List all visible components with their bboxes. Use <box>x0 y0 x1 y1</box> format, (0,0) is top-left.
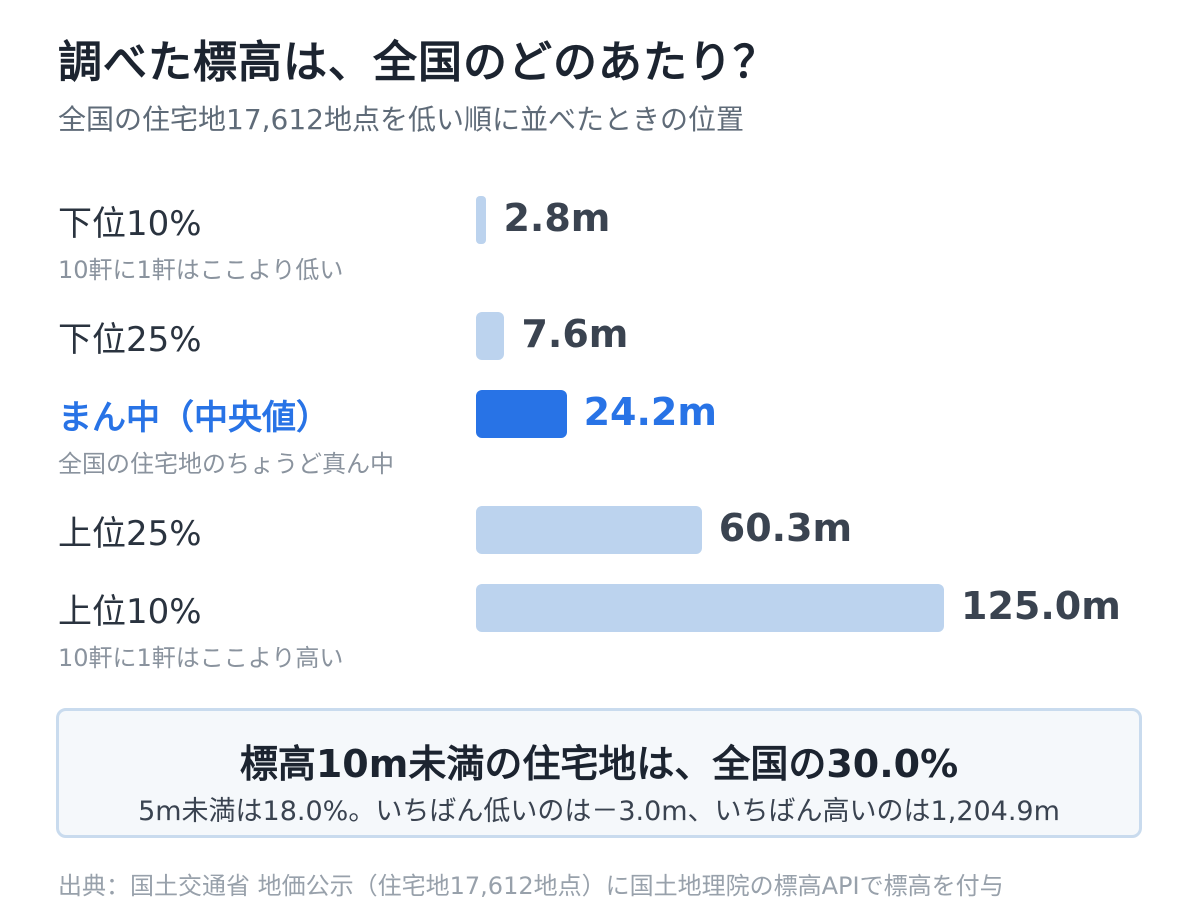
row-label: 上位10% <box>58 592 202 632</box>
bar-value-label: 125.0m <box>961 584 1121 628</box>
bar-value-label: 60.3m <box>718 506 853 550</box>
row-note: 全国の住宅地のちょうど真ん中 <box>58 450 394 478</box>
row-note: 10軒に1軒はここより高い <box>58 644 344 672</box>
row-label: 上位25% <box>58 514 202 554</box>
row-label: まん中（中央値） <box>58 398 330 438</box>
chart-title: 調べた標高は、全国のどのあたり？ <box>58 37 778 88</box>
bar <box>476 584 944 632</box>
bar-value-label: 7.6m <box>521 312 629 356</box>
bar <box>476 506 702 554</box>
chart-subtitle: 全国の住宅地17,612地点を低い順に並べたときの位置 <box>58 103 744 136</box>
bar <box>476 312 505 360</box>
bar-value-label: 2.8m <box>503 196 611 240</box>
summary-main-text: 標高10m未満の住宅地は、全国の30.0% <box>239 742 959 786</box>
bar <box>476 196 487 244</box>
bar <box>476 390 567 438</box>
row-label: 下位10% <box>58 204 202 244</box>
summary-box: 標高10m未満の住宅地は、全国の30.0% 5m未満は18.0%。いちばん低いの… <box>56 708 1142 838</box>
summary-sub-text: 5m未満は18.0%。いちばん低いのは－3.0m、いちばん高いのは1,204.9… <box>138 796 1060 827</box>
bar-value-label: 24.2m <box>583 390 717 434</box>
row-label: 下位25% <box>58 320 202 360</box>
row-note: 10軒に1軒はここより低い <box>58 256 344 284</box>
source-note: 出典：国土交通省 地価公示（住宅地17,612地点）に国土地理院の標高APIで標… <box>58 872 1004 900</box>
